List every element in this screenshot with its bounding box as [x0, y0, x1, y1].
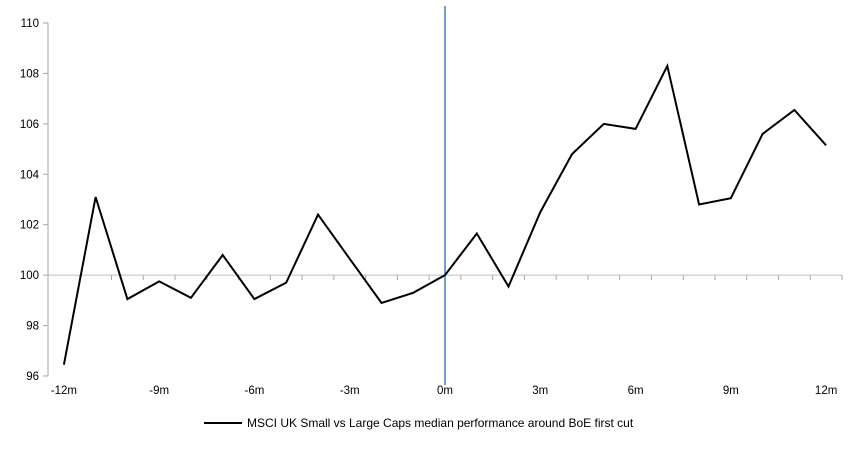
x-tick-label: 6m: [628, 385, 644, 397]
y-tick-label: 104: [20, 169, 40, 181]
x-tick-label: -12m: [51, 385, 77, 397]
y-tick-label: 110: [21, 18, 39, 30]
y-axis-tick-marks: [43, 22, 48, 377]
x-tick-label: -9m: [149, 385, 169, 397]
x-tick-label: 12m: [815, 385, 837, 397]
x-tick-label: 9m: [723, 385, 739, 397]
y-tick-label: 96: [26, 371, 39, 383]
x-tick-label: -6m: [245, 385, 265, 397]
y-tick-label: 100: [20, 270, 39, 282]
y-axis-labels: 96 98 100 102 104 106 108 110: [20, 18, 40, 383]
y-tick-label: 102: [20, 220, 39, 232]
y-tick-label: 108: [20, 68, 39, 80]
x-tick-label: 3m: [532, 385, 548, 397]
series-line: [62, 62, 827, 365]
x-tick-label: 0m: [437, 385, 453, 397]
x-axis-ticks: [47, 275, 843, 281]
x-tick-label: -3m: [340, 385, 360, 397]
y-tick-label: 106: [20, 119, 39, 131]
y-tick-label: 98: [26, 321, 39, 333]
x-axis-labels: -12m -9m -6m -3m 0m 3m 6m 9m 12m: [51, 385, 838, 397]
legend-label: MSCI UK Small vs Large Caps median perfo…: [247, 416, 634, 430]
